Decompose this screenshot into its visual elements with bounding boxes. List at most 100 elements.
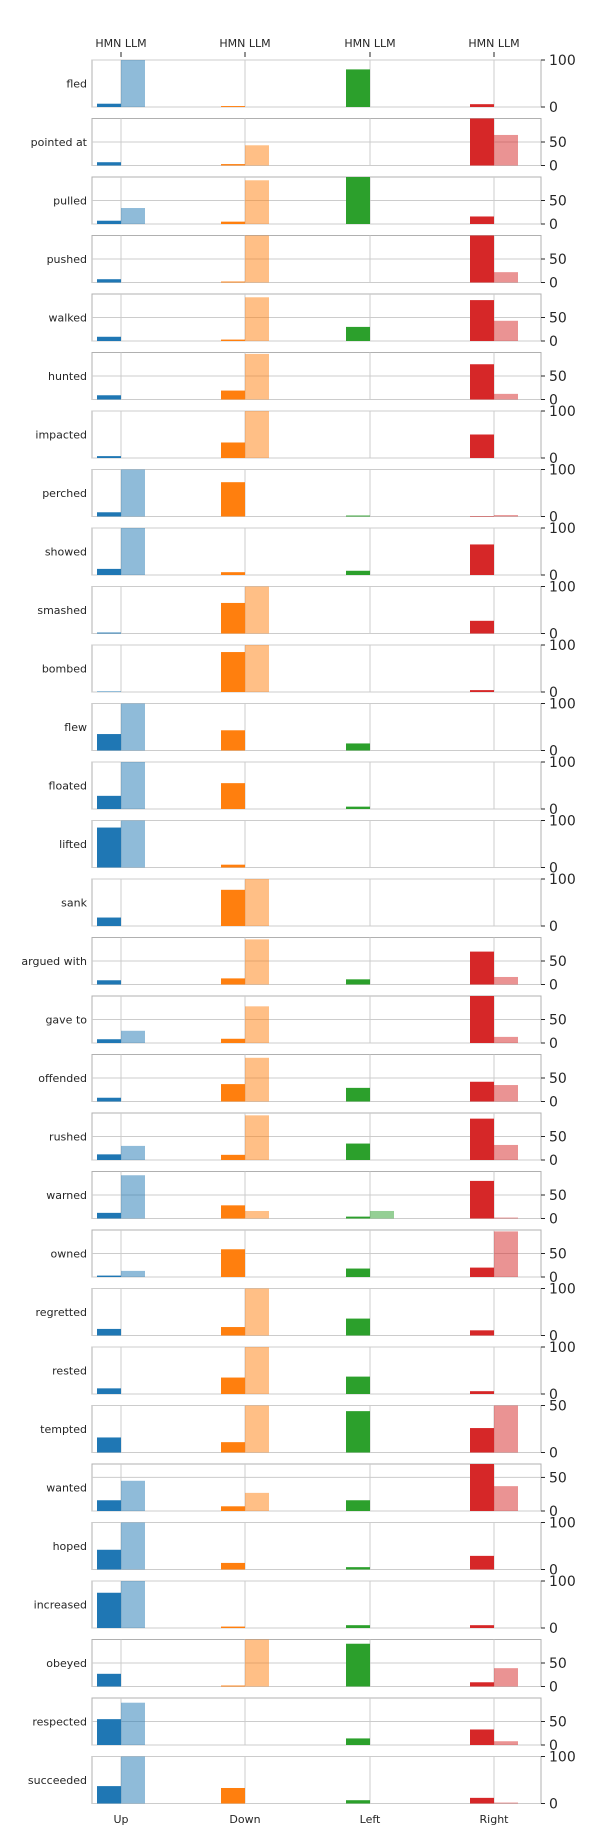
bar-llm bbox=[245, 411, 269, 458]
bar-llm bbox=[494, 1486, 518, 1511]
bar-hmn bbox=[470, 300, 494, 341]
x-category-label: Right bbox=[480, 1813, 510, 1826]
panel-frame bbox=[91, 644, 542, 693]
top-tick-label: HMN LLM bbox=[219, 37, 270, 50]
bar-hmn bbox=[97, 1786, 121, 1804]
panel-verb-label: bombed bbox=[42, 663, 87, 676]
y-tick-label: 100 bbox=[549, 1574, 576, 1590]
bar-hmn bbox=[97, 1097, 121, 1102]
bar-llm bbox=[245, 353, 269, 400]
bar-hmn bbox=[97, 1388, 121, 1394]
panel-verb-label: pointed at bbox=[31, 136, 88, 149]
x-category-label: Up bbox=[113, 1813, 128, 1826]
bar-hmn bbox=[346, 1800, 370, 1804]
panel-verb-label: increased bbox=[34, 1599, 87, 1612]
y-tick-label: 0 bbox=[549, 861, 558, 877]
bar-llm bbox=[245, 1347, 269, 1394]
bar-hmn bbox=[97, 456, 121, 458]
bar-hmn bbox=[470, 1729, 494, 1745]
panel-frame bbox=[91, 703, 542, 751]
bar-hmn bbox=[221, 442, 245, 458]
y-tick-label: 0 bbox=[549, 1095, 558, 1111]
bar-hmn bbox=[470, 690, 494, 692]
bar-llm bbox=[494, 1144, 518, 1160]
y-tick-label: 100 bbox=[549, 755, 576, 771]
bar-llm bbox=[494, 1741, 518, 1745]
panel-verb-label: perched bbox=[42, 487, 87, 500]
y-tick-label: 100 bbox=[549, 1750, 576, 1766]
bar-llm bbox=[121, 208, 145, 224]
bar-hmn bbox=[346, 979, 370, 985]
y-tick-label: 0 bbox=[549, 627, 558, 643]
bar-hmn bbox=[346, 1738, 370, 1745]
top-tick-label: HMN LLM bbox=[95, 37, 146, 50]
bar-llm bbox=[494, 134, 518, 166]
y-tick-label: 50 bbox=[549, 954, 567, 970]
bar-hmn bbox=[346, 1216, 370, 1219]
panel-verb-label: pulled bbox=[53, 195, 87, 208]
y-tick-label: 100 bbox=[549, 1340, 576, 1356]
bar-hmn bbox=[346, 743, 370, 751]
panel-verb-label: lifted bbox=[59, 838, 87, 851]
y-tick-label: 0 bbox=[549, 802, 558, 818]
y-tick-label: 100 bbox=[549, 521, 576, 537]
panel-frame bbox=[91, 1405, 542, 1453]
y-tick-label: 0 bbox=[549, 1621, 558, 1637]
bar-hmn bbox=[470, 996, 494, 1043]
panel-frame bbox=[91, 527, 542, 576]
panel-verb-label: showed bbox=[45, 546, 87, 559]
y-tick-label: 0 bbox=[549, 276, 558, 292]
bar-llm bbox=[494, 393, 518, 400]
y-tick-label: 50 bbox=[549, 1013, 567, 1029]
panel-verb-label: wanted bbox=[46, 1482, 87, 1495]
bar-hmn bbox=[221, 1685, 245, 1687]
bar-llm bbox=[245, 1115, 269, 1160]
panel-frame bbox=[91, 1522, 542, 1570]
bar-hmn bbox=[470, 1391, 494, 1394]
bar-hmn bbox=[97, 103, 121, 107]
bar-llm bbox=[245, 1639, 269, 1687]
bar-hmn bbox=[346, 1087, 370, 1102]
panel-verb-label: rushed bbox=[49, 1131, 87, 1144]
bar-hmn bbox=[346, 1143, 370, 1160]
bar-hmn bbox=[221, 1249, 245, 1277]
y-tick-label: 0 bbox=[549, 1738, 558, 1754]
bar-hmn bbox=[221, 1562, 245, 1570]
y-tick-label: 100 bbox=[549, 404, 576, 420]
y-tick-label: 50 bbox=[549, 1130, 567, 1146]
bar-hmn bbox=[346, 1625, 370, 1628]
panel-verb-label: flew bbox=[64, 721, 87, 734]
bar-llm bbox=[121, 820, 145, 868]
bar-hmn bbox=[346, 1376, 370, 1394]
y-tick-label: 50 bbox=[549, 135, 567, 151]
bar-hmn bbox=[346, 1643, 370, 1687]
bar-hmn bbox=[221, 164, 245, 166]
bar-llm bbox=[245, 1057, 269, 1102]
bar-llm bbox=[245, 1288, 269, 1336]
bar-llm bbox=[494, 1802, 518, 1804]
y-tick-label: 100 bbox=[549, 53, 576, 69]
bar-hmn bbox=[221, 864, 245, 868]
bar-hmn bbox=[97, 1275, 121, 1277]
bar-hmn bbox=[470, 104, 494, 107]
bar-hmn bbox=[97, 980, 121, 985]
y-tick-label: 100 bbox=[549, 1282, 576, 1298]
y-tick-label: 0 bbox=[549, 159, 558, 175]
y-tick-label: 0 bbox=[549, 1212, 558, 1228]
y-tick-label: 0 bbox=[549, 978, 558, 994]
bar-hmn bbox=[97, 734, 121, 751]
y-tick-label: 0 bbox=[549, 451, 558, 467]
panel-verb-label: floated bbox=[49, 780, 87, 793]
bar-llm bbox=[121, 1480, 145, 1511]
bar-hmn bbox=[221, 1084, 245, 1102]
bar-hmn bbox=[221, 390, 245, 400]
bar-llm bbox=[121, 1581, 145, 1628]
y-tick-label: 0 bbox=[549, 1387, 558, 1403]
bar-hmn bbox=[470, 1267, 494, 1277]
bar-hmn bbox=[221, 783, 245, 809]
panel-frame bbox=[91, 761, 542, 810]
panel-frame bbox=[91, 410, 542, 459]
bar-llm bbox=[121, 1702, 145, 1745]
bar-llm bbox=[494, 1668, 518, 1687]
y-tick-label: 0 bbox=[549, 1446, 558, 1462]
